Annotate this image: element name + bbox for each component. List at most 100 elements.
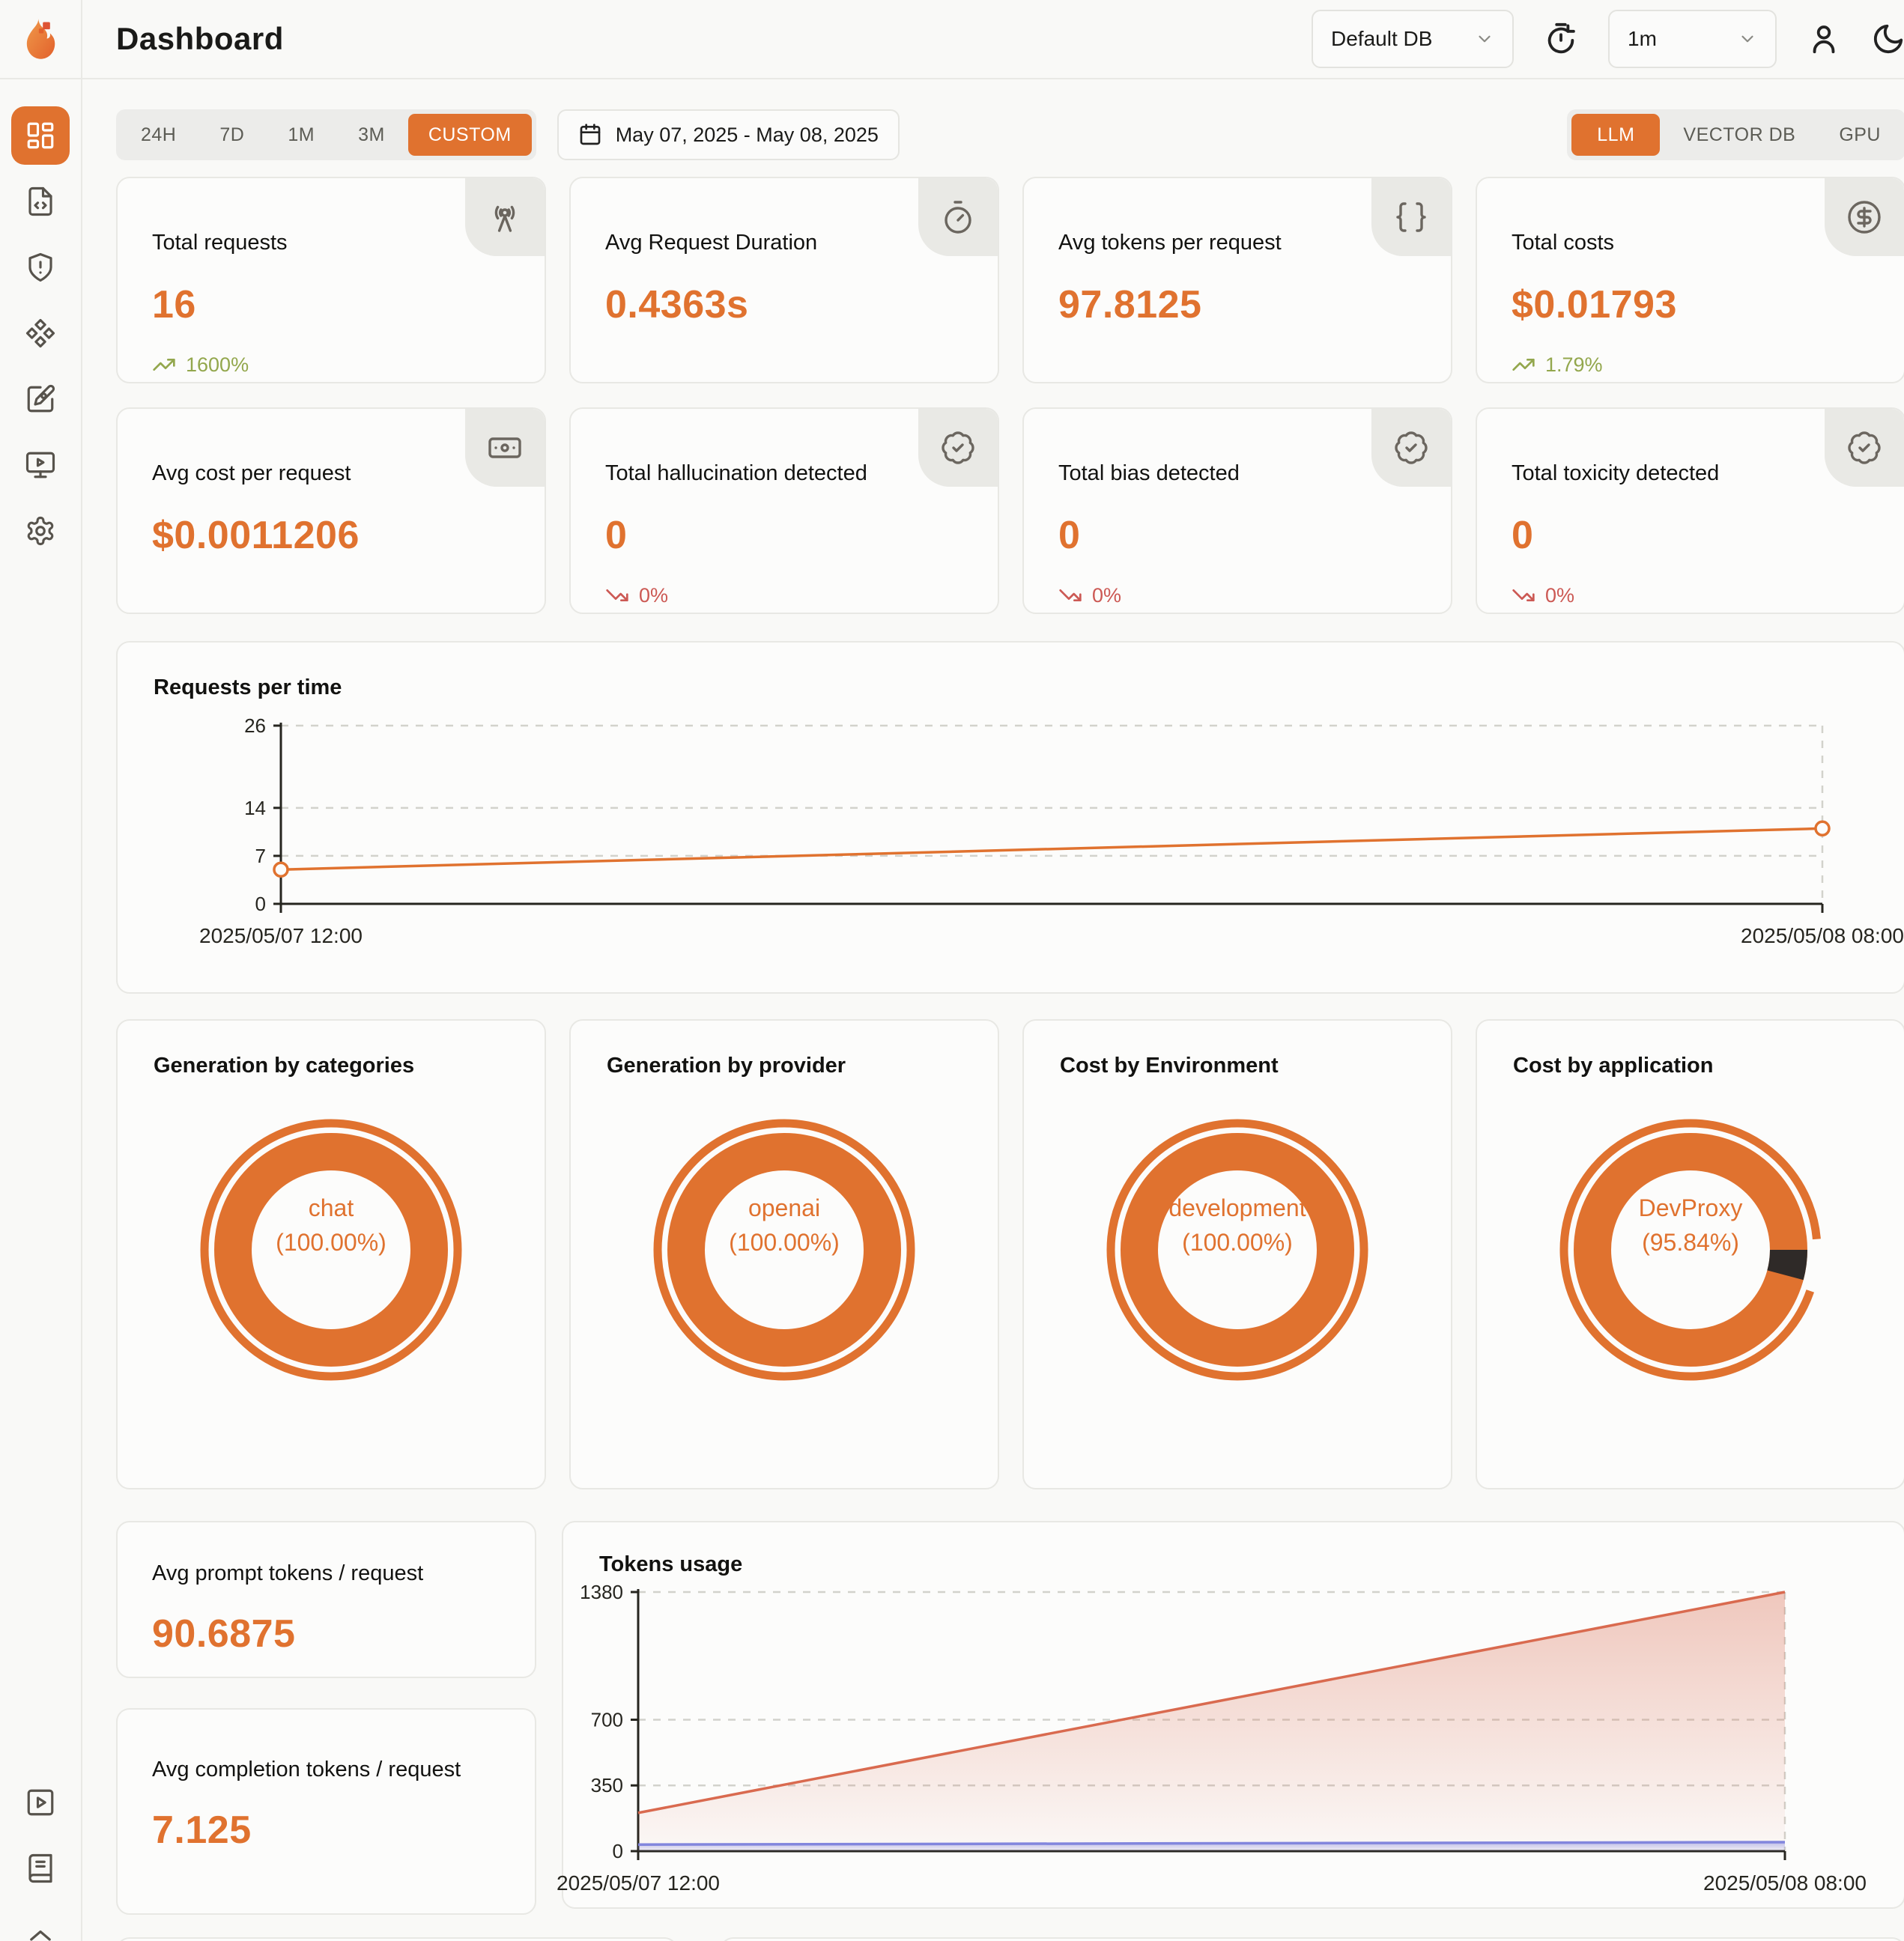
svg-text:350: 350 (591, 1774, 623, 1796)
tab-llm[interactable]: LLM (1571, 114, 1661, 156)
svg-text:26: 26 (244, 714, 266, 737)
date-range-value: May 07, 2025 - May 08, 2025 (615, 123, 879, 146)
component-icon (25, 318, 56, 349)
flame-logo-icon (21, 16, 60, 62)
sidebar-item-exceptions[interactable] (11, 238, 70, 297)
stat-value: 0.4363s (605, 283, 749, 326)
refresh-interval-value: 1m (1628, 27, 1657, 50)
stat-value: 0 (1512, 514, 1534, 557)
cost-by-application-donut[interactable] (1552, 1111, 1829, 1388)
chart-title: Cost by application (1513, 1054, 1714, 1078)
stat-title: Total bias detected (1058, 461, 1240, 485)
svg-text:7: 7 (255, 845, 266, 867)
avg-prompt-tokens-card: Avg prompt tokens / request 90.6875 (116, 1521, 536, 1678)
svg-text:14: 14 (244, 797, 266, 819)
chevron-down-icon (1738, 29, 1757, 49)
radio-tower-icon (487, 199, 523, 235)
sidebar-item-prompt-hub[interactable] (11, 370, 70, 428)
partial-card (116, 1937, 678, 1941)
generation-by-provider-donut[interactable] (646, 1111, 923, 1388)
refresh-interval-select[interactable]: 1m (1608, 10, 1777, 68)
cost-by-application-card: Cost by application DevProxy (95.84%) (1476, 1019, 1904, 1489)
date-range-picker[interactable]: May 07, 2025 - May 08, 2025 (557, 109, 900, 160)
calendar-icon (578, 123, 602, 147)
tab-24h[interactable]: 24H (141, 124, 177, 145)
sidebar-item-settings[interactable] (11, 502, 70, 560)
stat-title: Avg completion tokens / request (152, 1758, 461, 1781)
stat-title: Total toxicity detected (1512, 461, 1720, 485)
stat-title: Avg Request Duration (605, 231, 818, 255)
stat-value: 7.125 (152, 1808, 252, 1852)
stat-title: Total costs (1512, 231, 1614, 255)
refresh-button[interactable] (1544, 22, 1578, 56)
badge-check-icon (1846, 430, 1882, 466)
badge-check-icon (1393, 430, 1429, 466)
monitor-play-icon (25, 449, 56, 481)
stat-value: 0 (1058, 514, 1081, 557)
sidebar-item-getting-started[interactable] (11, 1773, 70, 1832)
theme-toggle-button[interactable] (1871, 22, 1904, 56)
trending-down-icon (1512, 583, 1535, 607)
svg-text:700: 700 (591, 1708, 623, 1731)
database-select[interactable]: Default DB (1312, 10, 1514, 68)
moon-icon (1871, 22, 1904, 56)
chart-title: Generation by provider (607, 1054, 846, 1078)
stat-value: 97.8125 (1058, 283, 1202, 326)
user-menu-button[interactable] (1807, 22, 1841, 56)
stat-card-avg-tokens-per-request: Avg tokens per request 97.8125 (1022, 177, 1452, 383)
stat-delta: 0% (605, 583, 963, 607)
user-icon (1807, 22, 1841, 56)
banknote-icon (487, 430, 523, 466)
donut-row: Generation by categories chat (100.00%) … (116, 1019, 1904, 1489)
stat-card-avg-request-duration: Avg Request Duration 0.4363s (569, 177, 999, 383)
database-select-value: Default DB (1331, 27, 1433, 50)
tab-1m[interactable]: 1M (288, 124, 315, 145)
square-play-icon (25, 1787, 56, 1818)
trending-up-icon (152, 353, 176, 377)
filter-row: 24H 7D 1M 3M CUSTOM May 07, 2025 - May 0… (116, 109, 1904, 160)
stat-card-total-requests: Total requests 16 1600% (116, 177, 546, 383)
tab-3m[interactable]: 3M (358, 124, 385, 145)
svg-text:2025/05/08 08:00: 2025/05/08 08:00 (1703, 1871, 1867, 1895)
shield-alert-icon (25, 252, 56, 283)
generation-by-categories-donut[interactable] (192, 1111, 470, 1388)
tokens-usage-chart[interactable]: 0 350 700 1380 2025/05/07 12:00 2025/05/08 08… (557, 1581, 1868, 1913)
circle-dollar-icon (1846, 199, 1882, 235)
chevron-up-icon (25, 1919, 56, 1941)
sidebar-item-requests[interactable] (11, 172, 70, 231)
stat-value: $0.01793 (1512, 283, 1677, 326)
stat-card-total-bias: Total bias detected 0 0% (1022, 407, 1452, 614)
sidebar (0, 0, 82, 1941)
cost-by-environment-donut[interactable] (1099, 1111, 1376, 1388)
stat-value: 0 (605, 514, 628, 557)
stat-card-total-hallucination: Total hallucination detected 0 0% (569, 407, 999, 614)
sidebar-item-openground[interactable] (11, 436, 70, 494)
sidebar-item-vault[interactable] (11, 304, 70, 362)
stat-value: 90.6875 (152, 1612, 296, 1656)
tab-vector-db[interactable]: VECTOR DB (1683, 124, 1796, 145)
sidebar-item-dashboard[interactable] (11, 106, 70, 165)
tab-custom[interactable]: CUSTOM (407, 114, 532, 156)
timer-reset-icon (1544, 22, 1578, 56)
tab-gpu[interactable]: GPU (1839, 124, 1881, 145)
page-title: Dashboard (116, 21, 284, 56)
requests-per-time-panel: Requests per time 0 7 14 26 2025/05/07 12:00… (116, 641, 1904, 994)
chart-title: Cost by Environment (1060, 1054, 1279, 1078)
app-logo[interactable] (0, 0, 81, 79)
stat-card-avg-cost-per-request: Avg cost per request $0.0011206 (116, 407, 546, 614)
requests-per-time-chart[interactable]: 0 7 14 26 2025/05/07 12:00 2025/05/08 08:00 (154, 714, 1904, 962)
next-row-partial (116, 1937, 1904, 1941)
tab-7d[interactable]: 7D (219, 124, 245, 145)
sidebar-item-documentation[interactable] (11, 1839, 70, 1898)
layout-dashboard-icon (25, 120, 56, 151)
stat-title: Avg prompt tokens / request (152, 1561, 424, 1585)
stat-title: Total requests (152, 231, 288, 255)
avg-completion-tokens-card: Avg completion tokens / request 7.125 (116, 1708, 536, 1915)
trending-up-icon (1512, 353, 1535, 377)
gear-icon (25, 515, 56, 547)
sidebar-item-more[interactable] (11, 1905, 70, 1941)
svg-text:2025/05/08 08:00: 2025/05/08 08:00 (1741, 924, 1904, 947)
token-averages-column: Avg prompt tokens / request 90.6875 Avg … (116, 1521, 536, 1915)
tokens-usage-panel: Tokens usage 0 350 700 1380 2 (557, 1521, 1904, 1909)
square-pen-icon (25, 383, 56, 415)
